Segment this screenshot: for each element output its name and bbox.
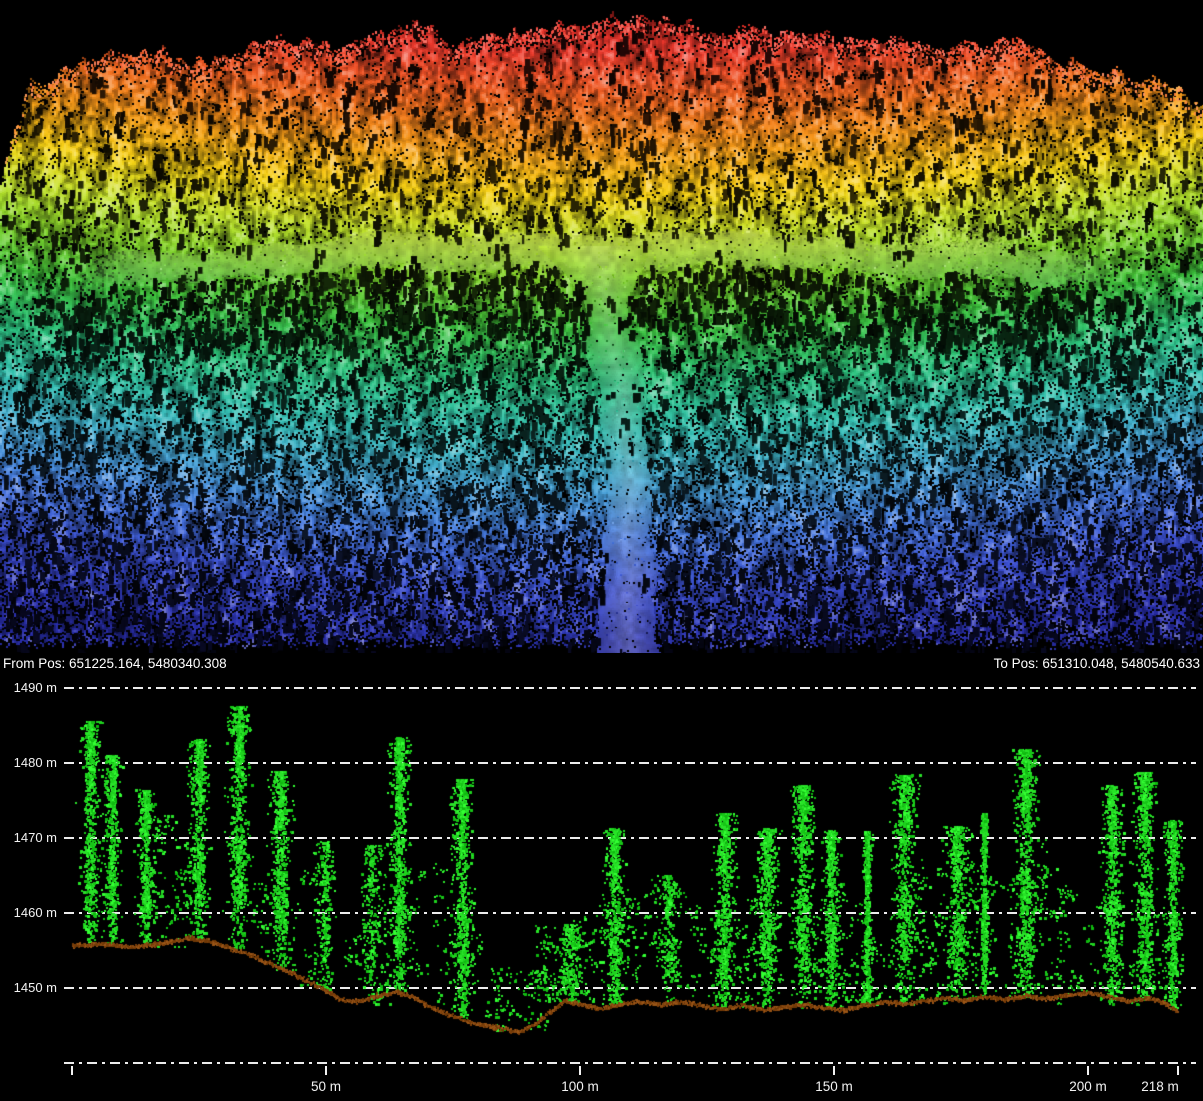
point-cloud-3d-view[interactable] bbox=[0, 0, 1203, 653]
to-position-label: To Pos: 651310.048, 5480540.633 bbox=[993, 656, 1200, 671]
point-cloud-3d-canvas[interactable] bbox=[0, 0, 1203, 653]
y-axis-label-1480: 1480 m bbox=[13, 755, 57, 770]
x-tick-150 bbox=[833, 1066, 835, 1075]
x-tick-0 bbox=[71, 1066, 73, 1075]
from-position-label: From Pos: 651225.164, 5480340.308 bbox=[3, 656, 227, 671]
elevation-profile-panel: 1490 m 1480 m 1470 m 1460 m 1450 m 50 m … bbox=[0, 675, 1203, 1101]
x-tick-200 bbox=[1087, 1066, 1089, 1075]
x-axis-label-100: 100 m bbox=[561, 1079, 599, 1094]
y-axis-label-1450: 1450 m bbox=[13, 980, 57, 995]
x-axis-label-150: 150 m bbox=[815, 1079, 853, 1094]
position-bar: From Pos: 651225.164, 5480340.308 To Pos… bbox=[0, 653, 1203, 675]
x-axis-label-200: 200 m bbox=[1069, 1079, 1107, 1094]
x-axis-label-218: 218 m bbox=[1141, 1079, 1179, 1094]
y-axis-label-1470: 1470 m bbox=[13, 830, 57, 845]
x-tick-218 bbox=[1177, 1066, 1179, 1075]
x-tick-50 bbox=[325, 1066, 327, 1075]
y-axis-label-1460: 1460 m bbox=[13, 905, 57, 920]
y-axis-label-1490: 1490 m bbox=[13, 680, 57, 695]
profile-plot-canvas[interactable] bbox=[0, 675, 1203, 1101]
x-tick-100 bbox=[579, 1066, 581, 1075]
x-axis-label-50: 50 m bbox=[310, 1079, 341, 1094]
